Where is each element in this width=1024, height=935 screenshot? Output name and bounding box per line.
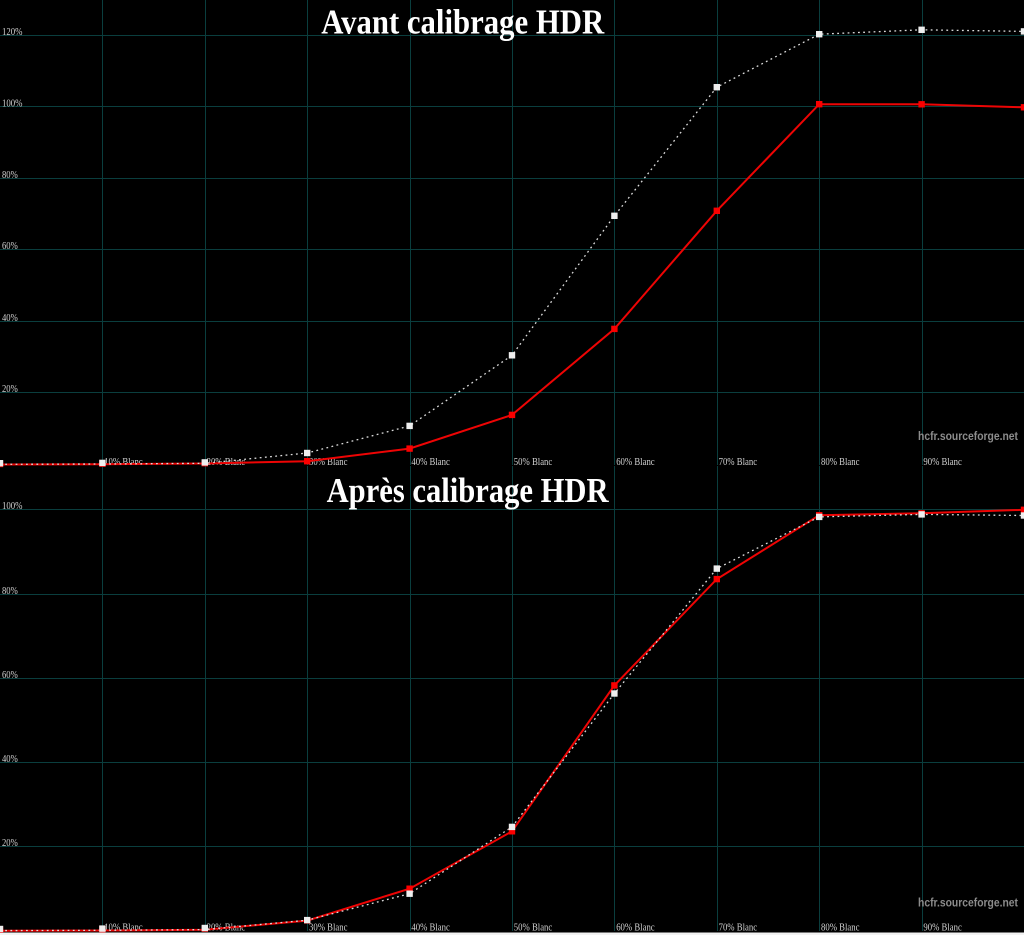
svg-text:30% Blanc: 30% Blanc [309, 923, 348, 934]
svg-text:60%: 60% [2, 240, 18, 252]
svg-text:40%: 40% [2, 753, 18, 765]
svg-text:80%: 80% [2, 585, 18, 597]
svg-text:40% Blanc: 40% Blanc [411, 457, 450, 468]
svg-text:70% Blanc: 70% Blanc [719, 457, 758, 468]
svg-text:30% Blanc: 30% Blanc [309, 457, 348, 468]
svg-text:90% Blanc: 90% Blanc [923, 457, 962, 468]
svg-text:100%: 100% [2, 500, 23, 512]
svg-text:40%: 40% [2, 312, 18, 324]
svg-text:10% Blanc: 10% Blanc [104, 457, 143, 468]
svg-text:40% Blanc: 40% Blanc [411, 923, 450, 934]
svg-text:Après calibrage HDR: Après calibrage HDR [327, 471, 610, 510]
svg-text:60% Blanc: 60% Blanc [616, 923, 655, 934]
svg-text:hcfr.sourceforge.net: hcfr.sourceforge.net [918, 897, 1018, 909]
svg-text:80%: 80% [2, 169, 18, 181]
svg-text:50% Blanc: 50% Blanc [514, 457, 553, 468]
svg-text:80% Blanc: 80% Blanc [821, 457, 860, 468]
svg-text:20%: 20% [2, 383, 18, 395]
svg-text:60% Blanc: 60% Blanc [616, 457, 655, 468]
svg-text:50% Blanc: 50% Blanc [514, 923, 553, 934]
svg-text:20%: 20% [2, 837, 18, 849]
svg-text:60%: 60% [2, 669, 18, 681]
svg-text:80% Blanc: 80% Blanc [821, 923, 860, 934]
svg-text:70% Blanc: 70% Blanc [719, 923, 758, 934]
svg-text:90% Blanc: 90% Blanc [923, 923, 962, 934]
svg-text:120%: 120% [2, 26, 23, 38]
svg-text:10% Blanc: 10% Blanc [104, 923, 143, 934]
svg-text:hcfr.sourceforge.net: hcfr.sourceforge.net [918, 431, 1018, 443]
svg-text:Avant calibrage HDR: Avant calibrage HDR [321, 3, 605, 42]
svg-text:100%: 100% [2, 98, 23, 110]
